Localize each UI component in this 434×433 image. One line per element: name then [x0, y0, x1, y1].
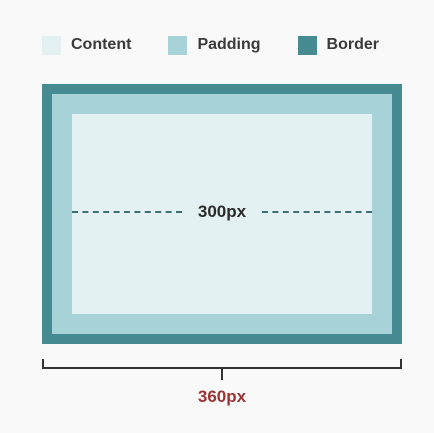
legend-item-content: Content — [42, 35, 132, 55]
legend-label-content: Content — [71, 36, 132, 53]
bracket-left-tick — [42, 359, 44, 368]
content-swatch — [42, 35, 61, 55]
total-width-label: 360px — [197, 387, 247, 406]
bracket-right-tick — [400, 359, 402, 368]
padding-swatch — [168, 35, 188, 55]
legend-label-border: Border — [326, 36, 379, 53]
legend: Content Padding Border — [42, 35, 379, 55]
legend-item-border: Border — [297, 35, 379, 55]
content-width-dash-right — [262, 211, 372, 213]
content-box — [72, 114, 372, 314]
legend-label-padding: Padding — [197, 36, 261, 53]
content-width-label: 300px — [197, 202, 247, 221]
content-width-dash-left — [72, 211, 182, 213]
bracket-center-tick — [221, 367, 223, 380]
border-swatch — [297, 35, 317, 55]
legend-item-padding: Padding — [168, 35, 261, 55]
